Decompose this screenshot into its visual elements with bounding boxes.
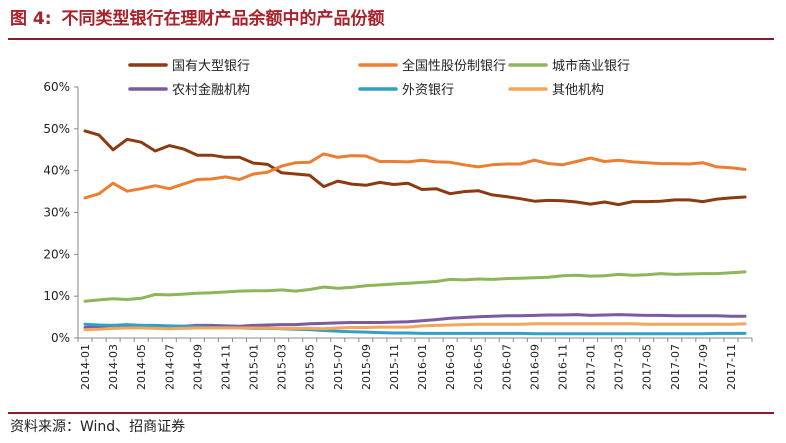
x-tick-label: 2017-05: [641, 344, 654, 390]
figure-title: 图 4: 不同类型银行在理财产品余额中的产品份额: [10, 5, 395, 33]
source-note: 资料来源：Wind、招商证券: [10, 419, 186, 435]
legend-label-5: 外资银行: [402, 83, 454, 98]
x-tick-label: 2014-01: [79, 344, 92, 390]
legend-label-4: 农村金融机构: [172, 82, 250, 98]
x-tick-label: 2014-07: [163, 344, 176, 390]
legend-label-1: 国有大型银行: [172, 59, 250, 74]
title-divider: [8, 38, 774, 40]
x-tick-label: 2014-09: [191, 344, 204, 390]
x-tick-label: 2014-03: [107, 344, 120, 390]
footer-divider: [8, 412, 774, 414]
y-tick-label: 40%: [43, 164, 70, 178]
series-line-1: [83, 129, 747, 207]
y-tick-label: 20%: [43, 247, 70, 261]
series-line-3: [83, 270, 747, 303]
x-tick-label: 2016-03: [444, 344, 457, 390]
y-tick-label: 30%: [43, 206, 70, 220]
x-tick-label: 2017-07: [669, 344, 682, 390]
x-tick-label: 2015-09: [360, 344, 373, 390]
y-tick-label: 0%: [51, 331, 70, 345]
y-tick-label: 10%: [43, 289, 70, 303]
x-tick-label: 2015-05: [304, 344, 317, 390]
x-tick-label: 2014-11: [219, 344, 232, 390]
x-tick-label: 2015-01: [248, 344, 261, 390]
figure-label: 图 4:: [10, 9, 52, 29]
y-tick-label: 50%: [43, 122, 70, 136]
series-line-2: [83, 152, 747, 200]
legend-label-2: 全国性股份制银行: [402, 58, 506, 74]
series-line-6: [83, 322, 747, 332]
y-tick-label: 60%: [43, 80, 70, 94]
x-tick-label: 2017-11: [725, 344, 738, 390]
line-chart: 0% 10% 20% 30% 40% 50% 60% 2014-01 2014-03 2014-0…: [43, 58, 753, 390]
x-tick-label: 2017-01: [585, 344, 598, 390]
x-tick-label: 2015-07: [332, 344, 345, 390]
x-tick-label: 2015-03: [276, 344, 289, 390]
x-tick-label: 2016-07: [500, 344, 513, 390]
legend-label-6: 其他机构: [552, 83, 604, 98]
figure-title-text: 不同类型银行在理财产品余额中的产品份额: [61, 9, 385, 29]
legend-label-3: 城市商业银行: [552, 58, 630, 74]
x-tick-label: 2016-11: [556, 344, 569, 390]
x-tick-label: 2016-01: [416, 344, 429, 390]
x-tick-label: 2014-05: [135, 344, 148, 390]
x-tick-label: 2016-09: [528, 344, 541, 390]
x-tick-label: 2017-09: [697, 344, 710, 390]
x-tick-label: 2016-05: [472, 344, 485, 390]
x-tick-label: 2017-03: [613, 344, 626, 390]
x-tick-label: 2015-11: [388, 344, 401, 390]
